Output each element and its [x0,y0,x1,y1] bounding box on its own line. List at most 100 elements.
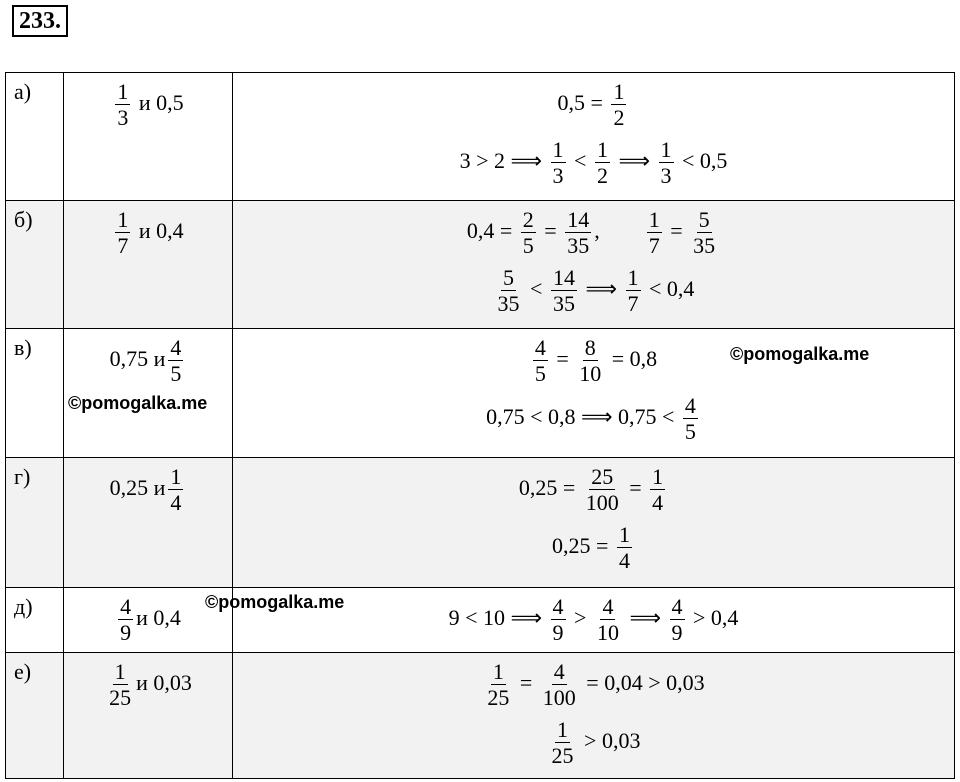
math-text: 3 > 2 ⟹ [459,147,548,173]
numerator: 5 [501,264,517,291]
math-text: < [524,275,548,301]
denominator: 5 [522,233,534,259]
math-text: 9 < 10 ⟹ [448,604,548,630]
denominator: 35 [693,233,716,259]
numerator: 1 [616,521,632,548]
math-text: > [568,604,592,630]
denominator: 2 [596,162,608,188]
math-text: и 0,5 [133,89,184,115]
math-text: ⟹ [579,275,623,301]
math-text: ⟹ [623,604,667,630]
watermark: ©pomogalka.me [730,344,870,364]
fraction: 4 10 [595,594,621,646]
denominator: 35 [552,290,575,316]
math-text: и 0,03 [136,669,192,695]
math-text: = [514,669,538,695]
numerator: 4 [118,594,134,621]
denominator: 35 [497,290,520,316]
numerator: 1 [112,659,128,686]
numerator: 4 [669,594,685,621]
numerator: 4 [168,335,184,362]
math-text: < [568,147,592,173]
denominator: 10 [579,361,602,387]
numerator: 25 [589,464,616,491]
numerator: 1 [646,207,662,234]
denominator: 7 [648,233,660,259]
row-label: в) [5,328,64,458]
numerator: 4 [550,594,566,621]
row-label: а) [5,72,64,201]
math-text: 0,75 < 0,8 ⟹ 0,75 < [486,403,680,429]
math-text: = 0,8 [606,345,658,371]
numerator: 1 [490,659,506,686]
numerator: 5 [696,207,712,234]
math-text: и 0,4 [136,604,181,630]
denominator: 35 [567,233,590,259]
math-text: , [594,217,644,243]
fraction: 1 25 [485,659,511,711]
numerator: 1 [550,136,566,163]
numerator: 1 [611,79,627,106]
denominator: 100 [585,490,619,516]
denominator: 9 [552,620,564,646]
numerator: 1 [115,207,131,234]
fraction: 14 35 [550,264,577,317]
denominator: 4 [170,490,182,516]
math-text: = [664,217,689,243]
fraction: 14 35 [565,207,592,259]
denominator: 5 [170,361,182,387]
denominator: 25 [109,685,132,711]
numerator: 14 [550,264,577,291]
numerator: 8 [582,335,598,362]
numerator: 1 [650,464,666,491]
problem-number: 233. [12,5,68,37]
denominator: 9 [120,620,132,646]
row-label: г) [5,457,64,588]
denominator: 5 [534,361,546,387]
numerator: 1 [555,716,571,743]
math-text: 0,25 и [109,474,166,500]
math-text: = [623,474,648,500]
denominator: 10 [596,620,619,646]
row-label: е) [5,652,64,779]
denominator: 7 [117,233,129,259]
math-text: 0,4 = [466,217,518,243]
fraction: 5 35 [496,265,522,317]
math-text: = [550,345,575,371]
fraction: 4 100 [541,659,578,711]
numerator: 1 [625,264,641,291]
watermark: ©pomogalka.me [205,592,345,612]
